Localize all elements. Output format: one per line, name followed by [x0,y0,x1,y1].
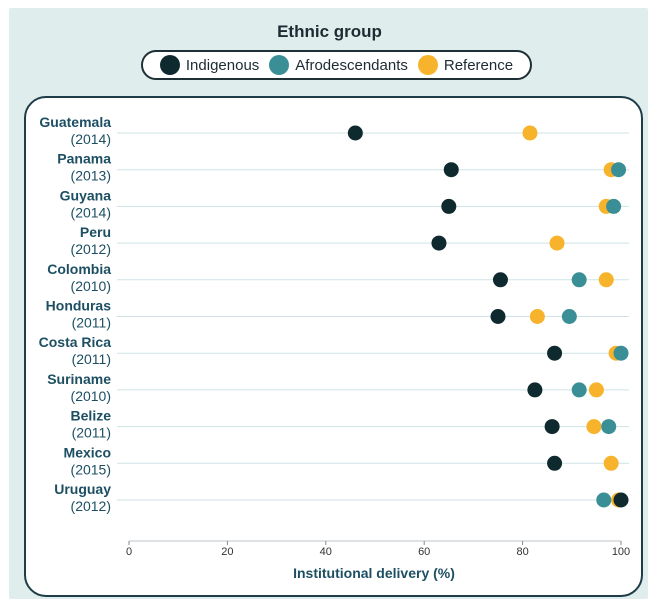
point-honduras-afrodescendants [561,309,577,324]
row-label-guyana: Guyana [60,187,112,203]
row-label-colombia: Colombia [47,261,111,277]
point-panama-afrodescendants [611,162,627,178]
point-guatemala-indigenous [347,125,363,141]
row-year-peru: (2012) [71,241,111,257]
legend-marker-reference [417,55,438,75]
point-honduras-indigenous [490,309,506,324]
legend-label-indigenous: Indigenous [185,56,260,74]
row-label-uruguay: Uruguay [54,481,111,497]
row-label-costa-rica: Costa Rica [39,334,112,350]
point-belize-afrodescendants [601,419,617,435]
point-panama-indigenous [443,162,459,178]
row-year-guyana: (2014) [71,204,111,220]
legend: Indigenous Afrodescendants Reference [141,50,532,80]
row-label-belize: Belize [71,408,112,424]
point-guatemala-reference [522,125,538,141]
point-mexico-reference [603,455,619,471]
x-tick-label: 80 [516,546,528,558]
row-label-peru: Peru [80,224,111,240]
legend-marker-afrodescendants [269,55,290,75]
point-colombia-indigenous [492,272,508,288]
point-honduras-reference [529,309,545,324]
legend-title: Ethnic group [277,22,382,41]
legend-label-afrodescendants: Afrodescendants [295,56,408,74]
point-colombia-afrodescendants [571,272,587,288]
row-label-suriname: Suriname [47,371,111,387]
x-tick-label: 60 [418,546,430,558]
point-guyana-indigenous [441,198,457,214]
row-label-mexico: Mexico [64,444,111,460]
row-year-costa-rica: (2011) [72,351,111,367]
point-suriname-indigenous [527,382,543,398]
plot-panel [24,96,643,597]
row-year-mexico: (2015) [71,461,111,477]
row-label-panama: Panama [57,151,111,167]
point-uruguay-indigenous [613,492,629,508]
point-belize-indigenous [544,419,560,435]
legend-item-afrodescendants: Afrodescendants [269,55,408,75]
point-costa-rica-afrodescendants [613,345,629,361]
row-year-belize: (2011) [72,425,111,441]
x-axis-label: Institutional delivery (%) [293,565,455,581]
row-year-colombia: (2010) [71,278,111,294]
x-tick-label: 0 [126,546,132,558]
legend-item-reference: Reference [417,55,514,75]
row-year-guatemala: (2014) [71,131,111,147]
point-belize-reference [586,419,602,435]
legend-marker-indigenous [159,55,180,75]
x-tick-label: 40 [320,546,332,558]
point-colombia-reference [598,272,614,288]
point-suriname-reference [588,382,604,398]
legend-item-indigenous: Indigenous [159,55,260,75]
point-suriname-afrodescendants [571,382,587,398]
row-label-guatemala: Guatemala [39,114,111,130]
point-peru-indigenous [431,235,447,251]
legend-label-reference: Reference [443,56,514,74]
x-tick-label: 100 [612,546,630,558]
point-mexico-indigenous [547,455,563,471]
x-tick-label: 20 [221,546,233,558]
row-year-panama: (2013) [71,168,111,184]
row-label-honduras: Honduras [46,298,112,314]
point-peru-reference [549,235,565,251]
point-uruguay-afrodescendants [596,492,612,508]
row-year-honduras: (2011) [72,315,111,331]
row-year-uruguay: (2012) [71,498,111,514]
point-guyana-afrodescendants [606,198,622,214]
row-year-suriname: (2010) [71,388,111,404]
point-costa-rica-indigenous [547,345,563,361]
